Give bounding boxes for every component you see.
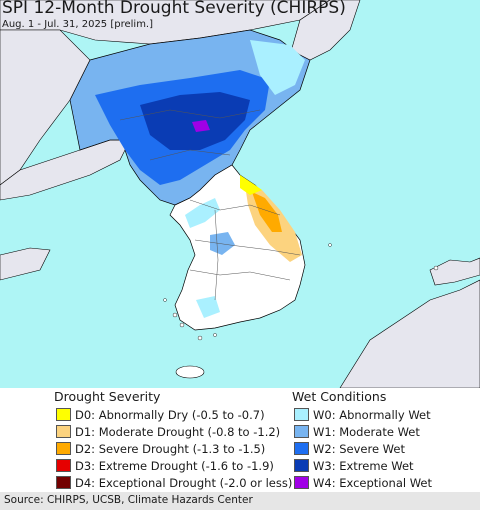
legend-label-d4: D4: Exceptional Drought (-2.0 or less) [75, 475, 293, 490]
legend-label-w1: W1: Moderate Wet [313, 424, 420, 439]
legend-item-d0: D0: Abnormally Dry (-0.5 to -0.7) [56, 406, 265, 423]
wet-legend-title: Wet Conditions [292, 389, 387, 404]
legend-swatch-d1 [56, 425, 71, 438]
north-korea-extreme-wet [140, 92, 250, 150]
legend-swatch-d0 [56, 408, 71, 421]
map-subtitle: Aug. 1 - Jul. 31, 2025 [prelim.] [2, 19, 154, 30]
legend-swatch-w4 [294, 476, 309, 489]
north-korea-abnormally-wet [250, 40, 305, 95]
legend-label-w3: W3: Extreme Wet [313, 458, 414, 473]
map-title: SPI 12-Month Drought Severity (CHIRPS) [2, 0, 346, 18]
south-korea-south-wet [196, 296, 220, 318]
legend-label-w0: W0: Abnormally Wet [313, 407, 431, 422]
legend-swatch-w1 [294, 425, 309, 438]
legend-swatch-d4 [56, 476, 71, 489]
legend-label-d3: D3: Extreme Drought (-1.6 to -1.9) [75, 458, 274, 473]
legend-swatch-w3 [294, 459, 309, 472]
islands [163, 243, 439, 341]
legend-swatch-w0 [294, 408, 309, 421]
legend-item-w4: W4: Exceptional Wet [294, 474, 432, 491]
south-korea-moderate-wet [210, 232, 235, 255]
legend-item-w2: W2: Severe Wet [294, 440, 405, 457]
south-korea-abnormally-dry [240, 175, 262, 195]
source-text: Source: CHIRPS, UCSB, Climate Hazards Ce… [4, 494, 253, 506]
japan-land [339, 279, 480, 388]
drought-legend-title: Drought Severity [54, 389, 161, 404]
legend-item-w3: W3: Extreme Wet [294, 457, 414, 474]
legend-item-d3: D3: Extreme Drought (-1.6 to -1.9) [56, 457, 274, 474]
north-korea-exceptional-wet [192, 120, 210, 132]
legend-item-d1: D1: Moderate Drought (-0.8 to -1.2) [56, 423, 280, 440]
south-korea-severe-drought [252, 192, 282, 232]
legend-label-w2: W2: Severe Wet [313, 441, 405, 456]
legend-item-w1: W1: Moderate Wet [294, 423, 420, 440]
legend-swatch-d2 [56, 442, 71, 455]
legend-item-d2: D2: Severe Drought (-1.3 to -1.5) [56, 440, 265, 457]
legend-swatch-w2 [294, 442, 309, 455]
legend-label-d2: D2: Severe Drought (-1.3 to -1.5) [75, 441, 266, 456]
legend-label-w4: W4: Exceptional Wet [313, 475, 432, 490]
legend-item-d4: D4: Exceptional Drought (-2.0 or less) [56, 474, 292, 491]
legend-label-d1: D1: Moderate Drought (-0.8 to -1.2) [75, 424, 281, 439]
shandong-land [0, 247, 51, 281]
legend-item-w0: W0: Abnormally Wet [294, 406, 431, 423]
source-footer: Source: CHIRPS, UCSB, Climate Hazards Ce… [0, 492, 480, 510]
legend: Drought Severity Wet Conditions D0: Abno… [0, 388, 480, 492]
south-korea-abnormally-wet [185, 198, 220, 228]
jeju-island [175, 365, 205, 379]
province-boundaries [119, 109, 301, 301]
legend-label-d0: D0: Abnormally Dry (-0.5 to -0.7) [75, 407, 265, 422]
map-area: SPI 12-Month Drought Severity (CHIRPS) A… [0, 0, 480, 388]
drought-map [0, 0, 480, 388]
legend-swatch-d3 [56, 459, 71, 472]
japan-north-land [429, 257, 480, 286]
